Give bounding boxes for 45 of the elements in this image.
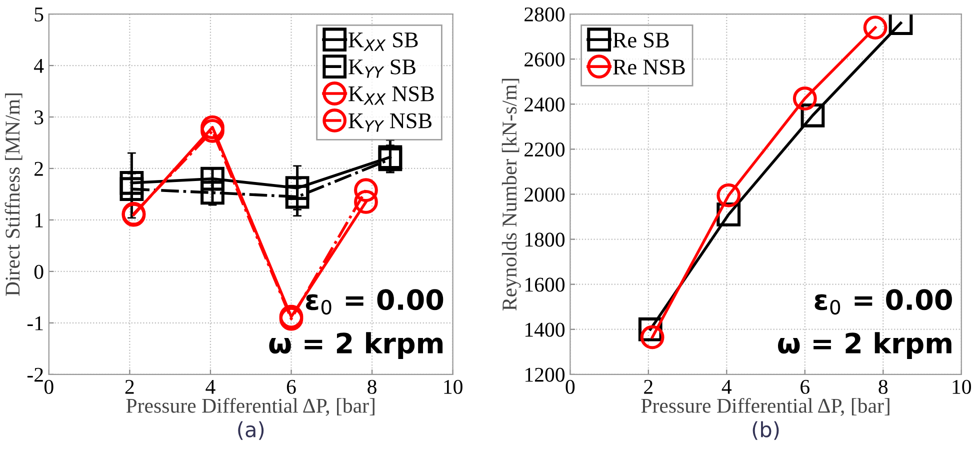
y-tick-label: 5 — [34, 8, 44, 22]
y-tick-label: 4 — [34, 59, 44, 73]
x-tick-label: 10 — [444, 380, 462, 394]
x-tick-label: 2 — [125, 380, 134, 394]
legend-label: Re NSB — [613, 60, 685, 75]
y-tick-label: 0 — [34, 264, 44, 279]
y-tick-label: 1800 — [525, 232, 565, 247]
y-tick-label: 3 — [34, 110, 44, 124]
y-tick-label: 1200 — [525, 368, 565, 382]
x-tick-label: 6 — [800, 380, 810, 394]
y-tick-label: 2 — [34, 162, 43, 176]
x-axis-title: Pressure Differential ΔP, [bar] — [126, 398, 374, 416]
legend-label: K$_{XX}$ SB — [348, 32, 418, 51]
y-tick-label: 2000 — [524, 188, 565, 202]
x-tick-label: 6 — [286, 380, 296, 394]
x-tick-label: 0 — [566, 380, 575, 394]
x-tick-label: 0 — [44, 380, 54, 394]
x-axis-title: Pressure Differential ΔP, [bar] — [641, 398, 890, 416]
x-tick-label: 8 — [368, 380, 376, 394]
y-tick-label: 1600 — [525, 278, 565, 292]
text: (b) — [752, 421, 779, 440]
legend-label: Re SB — [613, 32, 669, 48]
legend-label: K$_{YY}$ SB — [348, 59, 416, 78]
y-axis-title: Direct Stiffness [MN/m] — [4, 94, 22, 296]
x-tick-label: 2 — [644, 380, 652, 394]
x-tick-label: 8 — [878, 380, 888, 394]
legend-label: K$_{XX}$ NSB — [348, 86, 434, 105]
x-tick-label: 10 — [952, 380, 971, 394]
annotation: ε$_{0}$ = 0.00 — [306, 289, 444, 315]
annotation: ω = 2 krpm — [269, 332, 443, 360]
y-tick-label: -2 — [27, 368, 43, 382]
y-tick-label: 2200 — [524, 142, 565, 157]
x-tick-label: 4 — [722, 380, 732, 394]
annotation: ω = 2 krpm — [778, 332, 952, 360]
x-tick-label: 4 — [206, 380, 216, 394]
y-tick-label: 1 — [35, 213, 43, 228]
y-tick-label: -1 — [27, 316, 43, 330]
y-tick-label: 2600 — [524, 52, 565, 67]
y-tick-label: 2400 — [524, 98, 565, 112]
legend-label: K$_{YY}$ NSB — [348, 113, 432, 132]
y-tick-label: 1400 — [525, 322, 565, 337]
annotation: ε$_{0}$ = 0.00 — [814, 289, 952, 315]
y-axis-title: Reynolds Number [kN-s/m] — [502, 78, 521, 311]
text: (a) — [238, 421, 264, 440]
y-tick-label: 2800 — [524, 7, 565, 22]
